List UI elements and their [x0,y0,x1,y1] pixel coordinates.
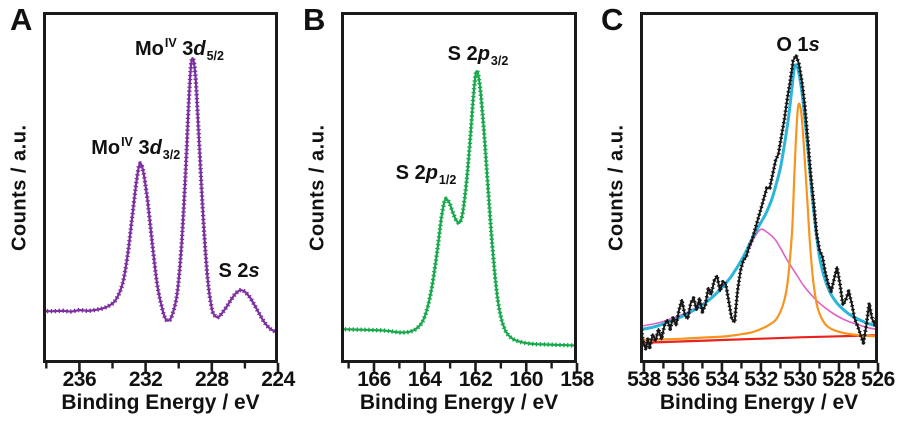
component-530-line [642,102,876,342]
peak-label-part: 3 [132,137,150,160]
y-axis-label: Counts / a.u. [605,124,628,251]
component-532-line [642,228,876,331]
peak-label-part: Mo [91,137,121,160]
x-tick-label: 164 [407,368,442,391]
x-tick-label: 538 [627,368,661,391]
peak-label-part: 1/2 [438,172,457,187]
peak-label-part: s [248,259,260,282]
x-axis-label: Binding Energy / eV [61,391,260,414]
raw-data-line [642,54,876,351]
x-tick-row: 166 164 162 160 158 [341,368,594,392]
peak-label: S 2p1/2 [395,161,457,186]
peak-label-part: s [808,34,820,57]
x-tick-label: 232 [128,368,163,391]
x-axis-label: Binding Energy / eV [659,391,859,414]
s2p-spectrum-line [343,69,575,347]
x-tick-label: 166 [357,368,391,391]
peak-label: S 2p3/2 [447,42,509,67]
panel-letter-C: C [601,2,624,37]
x-tick-label: 528 [822,368,856,391]
baseline-line [642,334,876,344]
x-tick-label: 160 [509,368,543,391]
x-axis-label: Binding Energy / eV [359,391,559,414]
plot-frame [341,12,577,363]
x-tick-label: 162 [458,368,493,391]
peak-label-part: p [425,161,438,184]
peak-label-part: S 2 [447,42,478,65]
peak-label-part: S 2 [218,259,249,282]
peak-label-part: O 1 [776,34,809,57]
y-axis-label: Counts / a.u. [306,124,329,251]
peak-label: MoIV 3d5/2 [135,35,224,62]
peak-label: MoIV 3d3/2 [91,135,180,162]
peak-label-part: 3/2 [490,53,509,68]
peak-label-part: IV [121,135,133,150]
x-tick-label: 158 [560,368,594,391]
peak-label-part: p [477,42,490,65]
x-tick-label: 228 [195,368,229,391]
peak-label-part: IV [164,35,177,50]
plot-area-B: S 2p1/2 S 2p3/2 [341,12,579,372]
peak-label-part: 5/2 [206,48,224,63]
mo3d-spectrum-markers [45,56,276,335]
s2p-spectrum-markers [343,68,575,348]
x-tick-label: 532 [744,368,778,391]
s2p-spectrum-plot [341,12,579,372]
x-tick-label: 536 [666,368,700,391]
fit-envelope-line [642,63,876,331]
mo3d-spectrum-plot [43,12,280,372]
x-tick-row: 538 536 534 532 530 528 526 [627,368,895,392]
raw-data-markers [642,53,876,352]
mo3d-spectrum-line [45,57,276,334]
panel-letter-B: B [303,2,326,37]
plot-frame [43,12,278,363]
peak-label-part: d [149,137,162,160]
plot-area-C: O 1s [640,12,880,372]
x-tick-label: 526 [861,368,895,391]
peak-label-part: S 2 [395,161,426,184]
o1s-spectrum-plot [640,12,880,372]
peak-label-part: 3 [176,37,194,60]
x-tick-label: 224 [261,368,295,391]
plot-frame [640,12,878,363]
peak-label: S 2s [219,261,260,281]
peak-label-part: d [193,37,206,60]
x-tick-label: 236 [62,368,97,391]
panel-letter-A: A [10,2,33,37]
y-axis-label: Counts / a.u. [8,124,31,251]
x-tick-label: 530 [783,368,817,391]
peak-label-part: Mo [135,37,164,60]
x-tick-row: 236 232 228 224 [43,368,296,392]
peak-label-part: 3/2 [162,148,181,163]
x-tick-label: 534 [705,368,739,391]
peak-label: O 1s [776,35,819,55]
plot-area-A: MoIV 3d3/2 MoIV 3d5/2 S 2s [43,12,280,372]
